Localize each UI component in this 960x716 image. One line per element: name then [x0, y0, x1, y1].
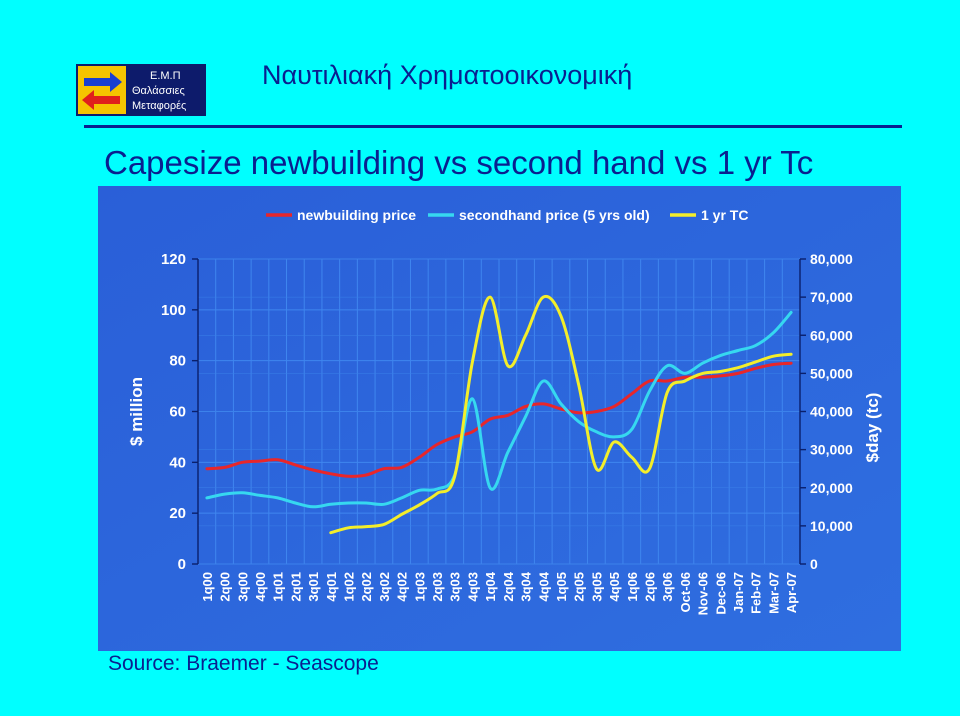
- chart-panel: newbuilding price secondhand price (5 yrs…: [98, 186, 901, 651]
- source-note: Source: Braemer - Seascope: [108, 652, 379, 675]
- x-tick-label: 4q03: [465, 572, 480, 602]
- x-tick-label: Feb-07: [749, 572, 764, 614]
- x-tick-label: 3q04: [519, 571, 534, 601]
- x-tick-label: 2q03: [430, 572, 445, 602]
- y-tick-label-left: 100: [161, 302, 186, 319]
- y-tick-label-left: 120: [161, 251, 186, 268]
- x-tick-label: 1q06: [625, 572, 640, 602]
- y-tick-label-right: 0: [810, 556, 818, 572]
- y-tick-label-right: 40,000: [810, 404, 853, 420]
- x-tick-label: 3q05: [589, 572, 604, 602]
- chart-legend: newbuilding price secondhand price (5 yrs…: [266, 207, 748, 223]
- logo-line-2: Θαλάσσιες: [132, 85, 185, 97]
- x-tick-label: 2q04: [501, 571, 516, 601]
- chart-series: [205, 294, 793, 535]
- chart-axes: 0 20 40 60 80 100 120 0 10,000 20,000 30,000 40,000…: [127, 251, 882, 615]
- x-tick-label: 3q00: [235, 572, 250, 602]
- x-tick-label: 4q02: [395, 572, 410, 602]
- y-tick-label-left: 0: [178, 556, 186, 573]
- x-tick-label: 1q04: [483, 571, 498, 601]
- legend-label: 1 yr TC: [701, 207, 748, 223]
- x-tick-label: Nov-06: [696, 572, 711, 615]
- x-tick-label: 1q02: [342, 572, 357, 602]
- x-tick-label: 2q00: [218, 572, 233, 602]
- emp-logo-graphic: Ε.Μ.Π Θαλάσσιες Μεταφορές: [76, 64, 206, 116]
- x-tick-label: Mar-07: [766, 572, 781, 614]
- x-tick-label: 3q06: [660, 572, 675, 602]
- x-tick-label: Oct-06: [678, 572, 693, 612]
- x-tick-label: Jan-07: [731, 572, 746, 613]
- x-tick-label: 1q05: [554, 572, 569, 602]
- x-tick-label: 1q03: [412, 572, 427, 602]
- y-tick-label-right: 20,000: [810, 480, 853, 496]
- x-tick-label: Apr-07: [784, 572, 799, 613]
- x-tick-label: 3q03: [448, 572, 463, 602]
- series-1yr-tc: [329, 294, 793, 535]
- logo-line-3: Μεταφορές: [132, 100, 186, 112]
- x-tick-label: 3q01: [306, 572, 321, 602]
- course-title: Ναυτιλιακή Χρηματοοικονομική: [262, 60, 633, 90]
- x-tick-label: Dec-06: [713, 572, 728, 615]
- y-tick-label-left: 60: [169, 404, 186, 421]
- y-tick-label-right: 50,000: [810, 365, 853, 381]
- x-tick-label: 3q02: [377, 572, 392, 602]
- x-tick-label: 1q01: [271, 572, 286, 602]
- slide-title: Capesize newbuilding vs second hand vs 1…: [104, 144, 814, 181]
- x-tick-label: 1q00: [200, 572, 215, 602]
- x-tick-label: 4q00: [253, 572, 268, 602]
- x-tick-label: 2q06: [643, 572, 658, 602]
- y-tick-label-right: 80,000: [810, 251, 853, 267]
- x-tick-label: 2q05: [572, 572, 587, 602]
- legend-label: secondhand price (5 yrs old): [459, 207, 650, 223]
- y-tick-label-left: 20: [169, 505, 186, 522]
- x-tick-label: 4q05: [607, 572, 622, 602]
- y-tick-label-right: 30,000: [810, 442, 853, 458]
- legend-label: newbuilding price: [297, 207, 416, 223]
- y-tick-label-left: 80: [169, 353, 186, 370]
- x-tick-label: 4q04: [536, 571, 551, 601]
- y-tick-label-right: 60,000: [810, 327, 853, 343]
- logo-line-1: Ε.Μ.Π: [150, 70, 181, 82]
- x-tick-label: 2q01: [288, 572, 303, 602]
- y-tick-label-right: 10,000: [810, 518, 853, 534]
- emp-logo: Ε.Μ.Π Θαλάσσιες Μεταφορές: [76, 64, 206, 116]
- header-divider: [84, 125, 902, 128]
- y-axis-label-right: $day (tc): [863, 393, 882, 463]
- chart-grid: [197, 258, 801, 565]
- y-tick-label-left: 40: [169, 454, 186, 471]
- y-axis-label-left: $ million: [127, 377, 146, 446]
- y-tick-label-right: 70,000: [810, 289, 853, 305]
- chart-svg: newbuilding price secondhand price (5 yrs…: [98, 186, 901, 651]
- x-tick-label: 2q02: [359, 572, 374, 602]
- x-tick-label: 4q01: [324, 572, 339, 602]
- series-secondhand-price: [205, 310, 793, 509]
